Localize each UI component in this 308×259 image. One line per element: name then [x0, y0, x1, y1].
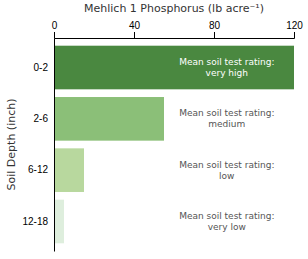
annotation: Mean soil test rating:medium — [179, 108, 274, 129]
annotation-line: very low — [208, 221, 246, 231]
y-tick: 2-6 — [34, 113, 54, 124]
annotation: Mean soil test rating:low — [179, 159, 274, 180]
annotation-line: Mean soil test rating: — [179, 108, 274, 118]
x-tick-mark — [214, 32, 215, 38]
x-axis-line — [55, 32, 295, 39]
bars — [54, 46, 294, 244]
y-axis: 0-2 2-6 6-12 12-18 — [22, 39, 54, 252]
y-tick: 0-2 — [34, 62, 54, 73]
bar — [54, 97, 164, 141]
annotation-line: Mean soil test rating: — [179, 159, 274, 169]
annotation-line: Mean soil test rating: — [179, 57, 274, 67]
bar — [54, 148, 84, 192]
x-tick-mark — [54, 32, 55, 38]
annotation: Mean soil test rating:very low — [179, 210, 274, 231]
x-tick-mark — [134, 32, 135, 38]
chart-svg: 0 40 80 120 0-2 2-6 6-12 12-18 Mean soil test ra… — [0, 0, 308, 259]
x-tick: 0 — [52, 20, 58, 38]
x-tick-label: 40 — [129, 20, 141, 31]
y-tick-label: 6-12 — [28, 164, 48, 175]
annotation-line: very high — [206, 68, 248, 78]
x-axis-title: Mehlich 1 Phosphorus (lb acre⁻¹) — [84, 2, 264, 15]
y-tick: 6-12 — [28, 164, 54, 175]
y-tick-label: 0-2 — [34, 62, 49, 73]
annotation: Mean soil test rating:very high — [179, 57, 274, 78]
y-axis-line — [54, 39, 55, 252]
x-tick: 40 — [129, 20, 141, 38]
x-tick-label: 0 — [52, 20, 58, 31]
y-axis-title: Soil Depth (inch) — [5, 99, 18, 191]
y-tick: 12-18 — [22, 216, 54, 227]
x-tick-label: 80 — [209, 20, 221, 31]
x-tick: 80 — [209, 20, 221, 38]
x-tick: 120 — [286, 20, 303, 38]
bar — [54, 200, 64, 244]
annotation-line: medium — [208, 119, 245, 129]
bar — [54, 46, 294, 90]
x-axis: 0 40 80 120 — [52, 20, 304, 39]
y-tick-label: 12-18 — [22, 216, 48, 227]
annotation-line: low — [219, 170, 234, 180]
annotation-line: Mean soil test rating: — [179, 210, 274, 220]
y-tick-label: 2-6 — [34, 113, 49, 124]
x-tick-label: 120 — [286, 20, 303, 31]
plot: 0 40 80 120 0-2 2-6 6-12 12-18 Mean soil test ra… — [22, 20, 303, 252]
annotations: Mean soil test rating:very highMean soil… — [179, 57, 274, 232]
x-tick-mark — [294, 32, 295, 38]
